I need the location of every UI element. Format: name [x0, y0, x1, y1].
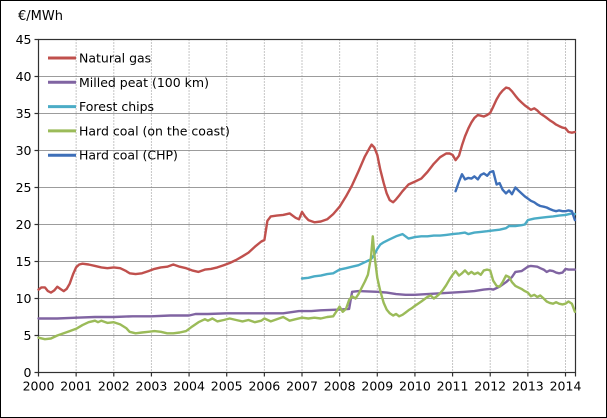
y-tick-label: 20 [16, 217, 32, 232]
x-tick-label: 2013 [512, 379, 544, 394]
x-tick-label: 2004 [173, 379, 205, 394]
x-tick-label: 2002 [98, 379, 130, 394]
y-tick-label: 15 [16, 254, 32, 269]
x-tick-label: 2009 [361, 379, 393, 394]
x-tick-label: 2007 [286, 379, 318, 394]
y-tick-label: 30 [16, 143, 32, 158]
plot-frame [37, 38, 577, 374]
series-line-hard-coal-on-the-coast [37, 235, 577, 341]
y-tick-label: 25 [16, 180, 32, 195]
x-tick-label: 2010 [399, 379, 431, 394]
x-tick-label: 2014 [550, 379, 582, 394]
x-tick-label: 2012 [474, 379, 506, 394]
x-tick-label: 2008 [324, 379, 356, 394]
x-tick-label: 2005 [211, 379, 243, 394]
legend-label-forest-chips: Forest chips [79, 99, 154, 114]
y-tick-label: 5 [24, 328, 32, 343]
y-axis-unit-label: €/MWh [18, 9, 63, 24]
x-tick-label: 2003 [136, 379, 168, 394]
legend-label-natural-gas: Natural gas [79, 51, 151, 66]
y-tick-label: 10 [16, 291, 32, 306]
series-line-milled-peat-100-km [37, 264, 577, 320]
x-tick-label: 2011 [437, 379, 469, 394]
x-tick-label: 2000 [23, 379, 55, 394]
series-line-forest-chips [300, 212, 577, 280]
series-line-hard-coal-chp [454, 169, 577, 222]
x-tick-label: 2006 [248, 379, 280, 394]
y-tick-label: 40 [16, 69, 32, 84]
x-tick-label: 2001 [60, 379, 92, 394]
legend-label-milled-peat-100-km: Milled peat (100 km) [79, 75, 209, 90]
legend-label-hard-coal-on-the-coast: Hard coal (on the coast) [79, 123, 230, 138]
y-tick-label: 35 [16, 106, 32, 121]
legend-label-hard-coal-chp: Hard coal (CHP) [79, 148, 178, 163]
series-line-natural-gas [37, 86, 577, 294]
y-tick-label: 45 [16, 32, 32, 47]
y-tick-label: 0 [24, 365, 32, 380]
